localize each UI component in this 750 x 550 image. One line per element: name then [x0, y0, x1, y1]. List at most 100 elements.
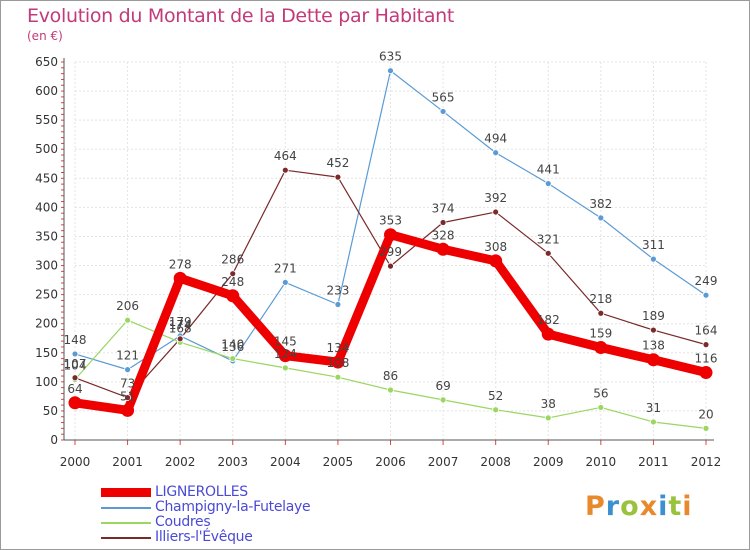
logo-letter: i	[658, 491, 669, 522]
y-tick-label: 350	[35, 229, 58, 243]
legend-label: LIGNEROLLES	[155, 484, 248, 500]
data-label: 20	[698, 407, 713, 421]
y-tick-label: 50	[43, 404, 58, 418]
data-point	[387, 262, 394, 270]
data-point	[281, 364, 289, 372]
data-label: 145	[274, 335, 297, 349]
x-tick-label: 2011	[638, 455, 669, 469]
data-label: 249	[695, 274, 718, 288]
x-tick-label: 2007	[428, 455, 459, 469]
data-label: 64	[67, 382, 82, 396]
data-label: 206	[116, 299, 139, 313]
legend-label: Illiers-l'Évêque	[155, 529, 253, 545]
data-label: 328	[432, 228, 455, 242]
data-point	[176, 335, 184, 343]
data-point	[439, 396, 447, 404]
data-label: 353	[379, 214, 402, 228]
data-label: 52	[488, 389, 503, 403]
data-point	[646, 353, 660, 367]
y-tick-label: 400	[35, 200, 58, 214]
proxiti-logo: Proxiti	[585, 491, 693, 522]
data-label: 189	[642, 309, 665, 323]
data-label: 159	[589, 327, 612, 341]
data-label: 124	[274, 347, 297, 361]
data-label: 148	[64, 333, 87, 347]
data-point	[71, 374, 79, 382]
data-point	[439, 108, 447, 115]
data-label: 86	[383, 369, 398, 383]
data-label: 138	[642, 339, 665, 353]
data-label: 168	[169, 321, 192, 335]
legend-item: Coudres	[101, 515, 310, 530]
data-point	[702, 291, 710, 299]
data-point	[650, 255, 657, 263]
legend-label: Coudres	[155, 514, 211, 530]
legend-item: Illiers-l'Évêque	[101, 530, 310, 545]
data-label: 635	[379, 50, 402, 64]
data-label: 108	[326, 356, 349, 370]
data-label: 104	[64, 359, 87, 373]
legend-item: Champigny-la-Futelaye	[101, 500, 311, 515]
x-tick-label: 2002	[165, 455, 196, 469]
data-label: 56	[593, 386, 608, 400]
logo-letter: r	[605, 491, 621, 522]
data-label: 392	[484, 191, 507, 205]
x-tick-label: 2001	[112, 455, 143, 469]
data-label: 182	[537, 313, 560, 327]
data-label: 308	[484, 240, 507, 254]
y-tick-label: 550	[35, 113, 58, 127]
x-tick-label: 2004	[270, 455, 301, 469]
data-point	[124, 366, 131, 374]
data-point	[229, 355, 237, 362]
y-tick-label: 150	[35, 346, 58, 360]
legend-item: LIGNEROLLES	[101, 485, 310, 500]
data-label: 441	[537, 163, 560, 177]
data-label: 494	[484, 132, 507, 146]
logo-letter: o	[620, 491, 640, 522]
data-label: 31	[646, 401, 661, 415]
data-label: 38	[541, 397, 556, 411]
y-tick-label: 500	[35, 142, 58, 156]
data-point	[597, 214, 605, 222]
data-point	[439, 219, 447, 226]
chart-subtitle: (en €)	[27, 29, 63, 43]
data-label: 134	[326, 341, 349, 355]
data-point	[334, 373, 342, 381]
data-label: 179	[169, 315, 192, 329]
y-tick-label: 100	[35, 375, 58, 389]
data-label: 140	[221, 338, 244, 352]
data-label: 299	[379, 245, 402, 259]
data-point	[650, 326, 657, 334]
data-point	[597, 309, 605, 317]
data-point	[702, 341, 710, 349]
legend-swatch	[101, 488, 151, 497]
data-label: 136	[221, 340, 244, 354]
y-tick-label: 200	[35, 317, 58, 331]
data-label: 69	[435, 379, 450, 393]
data-point	[124, 316, 131, 324]
y-tick-label: 650	[35, 55, 58, 69]
data-label: 73	[120, 377, 135, 391]
x-tick-label: 2009	[533, 455, 564, 469]
y-tick-label: 300	[35, 259, 58, 273]
data-point	[699, 366, 713, 380]
x-tick-label: 2010	[586, 455, 617, 469]
data-label: 174	[169, 318, 192, 332]
data-label: 116	[695, 352, 718, 366]
y-tick-label: 0	[50, 433, 58, 447]
data-point	[334, 173, 342, 181]
data-point	[544, 414, 552, 422]
data-point	[384, 228, 397, 242]
logo-letter: t	[668, 491, 683, 522]
data-point	[121, 403, 135, 417]
x-tick-label: 2012	[691, 455, 722, 469]
data-label: 164	[695, 324, 718, 338]
y-tick-label: 600	[35, 84, 58, 98]
data-label: 382	[589, 197, 612, 211]
data-label: 374	[432, 202, 455, 216]
legend-swatch	[101, 521, 151, 524]
legend: LIGNEROLLES Champigny-la-Futelaye Coudres I…	[101, 485, 311, 545]
data-label: 311	[642, 238, 665, 252]
